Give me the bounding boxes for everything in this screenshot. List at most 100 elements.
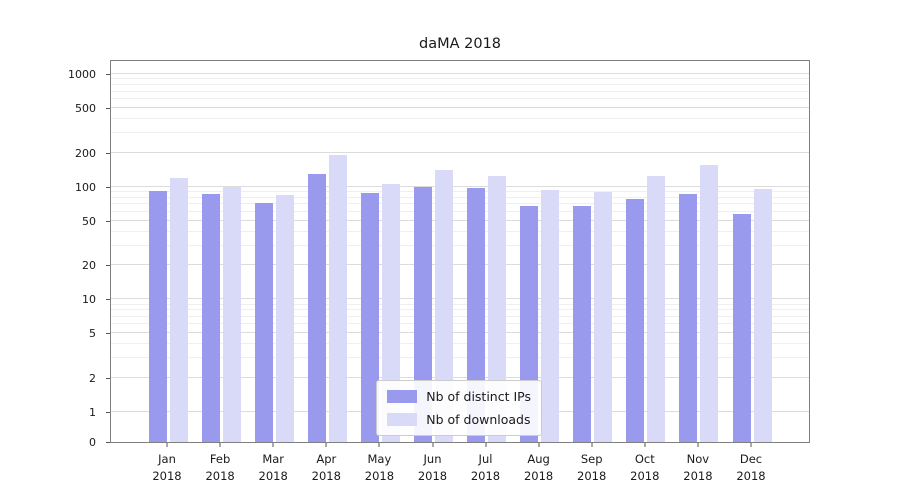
plot-area: Nb of distinct IPs Nb of downloads: [110, 60, 810, 443]
legend: Nb of distinct IPs Nb of downloads: [376, 380, 542, 436]
y-tick-mark: [106, 74, 110, 75]
legend-label-downloads: Nb of downloads: [426, 412, 531, 427]
x-tick-mark: [538, 443, 540, 447]
gridline: [111, 244, 809, 246]
gridline: [111, 196, 809, 198]
bar-downloads-sep: [594, 192, 613, 442]
legend-swatch-downloads: [387, 413, 418, 426]
y-tick-label: 1: [89, 406, 96, 419]
x-tick-label: May 2018: [364, 452, 395, 483]
gridline: [111, 78, 809, 80]
legend-entry-distinct-ips: Nb of distinct IPs: [387, 389, 531, 404]
x-tick-label: Apr 2018: [311, 452, 341, 483]
gridline: [111, 343, 809, 345]
y-tick-label: 5: [89, 327, 96, 341]
gridline: [111, 203, 809, 205]
gridline: [111, 230, 809, 232]
y-tick-label: 200: [75, 146, 96, 160]
bar-distinct-ips-oct: [626, 198, 645, 442]
x-tick-mark: [485, 443, 486, 447]
y-tick-mark: [106, 265, 110, 267]
gridline: [111, 73, 809, 74]
y-tick-mark: [106, 412, 110, 413]
y-tick-label: 500: [75, 101, 96, 115]
gridline: [111, 151, 809, 153]
legend-entry-downloads: Nb of downloads: [387, 412, 531, 427]
x-tick-mark: [750, 443, 752, 447]
bar-distinct-ips-dec: [732, 214, 751, 442]
bar-distinct-ips-nov: [679, 194, 698, 442]
y-tick-label: 2: [89, 372, 96, 386]
gridline: [111, 315, 809, 317]
bar-distinct-ips-mar: [254, 203, 273, 442]
x-tick-mark: [644, 443, 646, 447]
legend-label-distinct-ips: Nb of distinct IPs: [426, 389, 531, 404]
bar-downloads-dec: [753, 188, 772, 442]
x-tick-label: Feb 2018: [205, 452, 235, 483]
y-axis: 0 1 2 5 10 20 50 100 200 500 1000: [0, 60, 110, 449]
bar-downloads-feb: [222, 186, 241, 442]
bar-downloads-oct: [647, 175, 666, 442]
x-tick-label: Mar 2018: [258, 452, 288, 483]
gridline: [111, 323, 809, 325]
bar-downloads-apr: [328, 155, 347, 442]
x-tick-label: Sep 2018: [577, 452, 607, 483]
x-tick-label: Jun 2018: [417, 452, 448, 483]
x-tick-label: Aug 2018: [523, 452, 554, 483]
gridline: [111, 357, 809, 359]
gridline: [111, 210, 809, 212]
x-axis: Jan 2018 Feb 2018 Mar 2018 Apr 2018 May 2018…: [110, 443, 810, 499]
gridline: [111, 298, 809, 300]
y-tick-mark: [106, 107, 110, 109]
gridline: [111, 90, 809, 92]
x-tick-label: Jul 2018: [470, 452, 501, 483]
x-tick-mark: [272, 443, 274, 447]
x-tick-mark: [219, 443, 221, 447]
gridline: [111, 131, 809, 133]
bar-downloads-may: [381, 184, 400, 442]
x-tick-label: Jan 2018: [152, 452, 182, 483]
y-tick-label: 20: [82, 259, 96, 273]
x-tick-mark: [378, 443, 380, 447]
y-tick-label: 0: [89, 436, 96, 449]
y-tick-mark: [106, 220, 110, 222]
x-tick-mark: [432, 443, 433, 447]
y-tick-mark: [106, 378, 110, 380]
y-tick-label: 100: [75, 180, 96, 194]
y-tick-label: 10: [82, 293, 96, 307]
gridline: [111, 185, 809, 187]
gridline: [111, 377, 809, 379]
bar-downloads-mar: [275, 194, 294, 442]
bar-downloads-jan: [169, 177, 188, 442]
bar-downloads-nov: [700, 165, 719, 442]
legend-swatch-distinct-ips: [387, 390, 418, 403]
bar-distinct-ips-jun: [414, 186, 432, 442]
gridline: [111, 190, 809, 192]
y-tick-mark: [106, 152, 110, 154]
gridline: [111, 219, 809, 221]
gridline: [111, 98, 809, 99]
y-tick-label: 50: [82, 214, 96, 228]
gridline: [111, 303, 809, 305]
x-tick-label: Oct 2018: [630, 452, 660, 483]
bar-distinct-ips-may: [360, 192, 379, 442]
x-tick-mark: [166, 443, 168, 447]
y-tick-mark: [106, 186, 110, 188]
x-tick-label: Dec 2018: [736, 452, 766, 483]
y-tick-mark: [106, 299, 110, 301]
gridline: [111, 106, 809, 108]
y-tick-label: 1000: [68, 68, 96, 81]
bar-downloads-jun: [435, 170, 453, 442]
bar-distinct-ips-jul: [467, 188, 485, 442]
bar-distinct-ips-sep: [573, 206, 592, 442]
gridline: [111, 83, 809, 85]
x-tick-label: Nov 2018: [683, 452, 713, 483]
gridline: [111, 332, 809, 334]
y-tick-mark: [106, 333, 110, 335]
x-tick-mark: [591, 443, 593, 447]
bar-distinct-ips-feb: [201, 193, 220, 442]
chart-title: daMA 2018: [418, 36, 502, 52]
y-tick-mark: [106, 442, 110, 443]
gridline: [111, 309, 809, 311]
